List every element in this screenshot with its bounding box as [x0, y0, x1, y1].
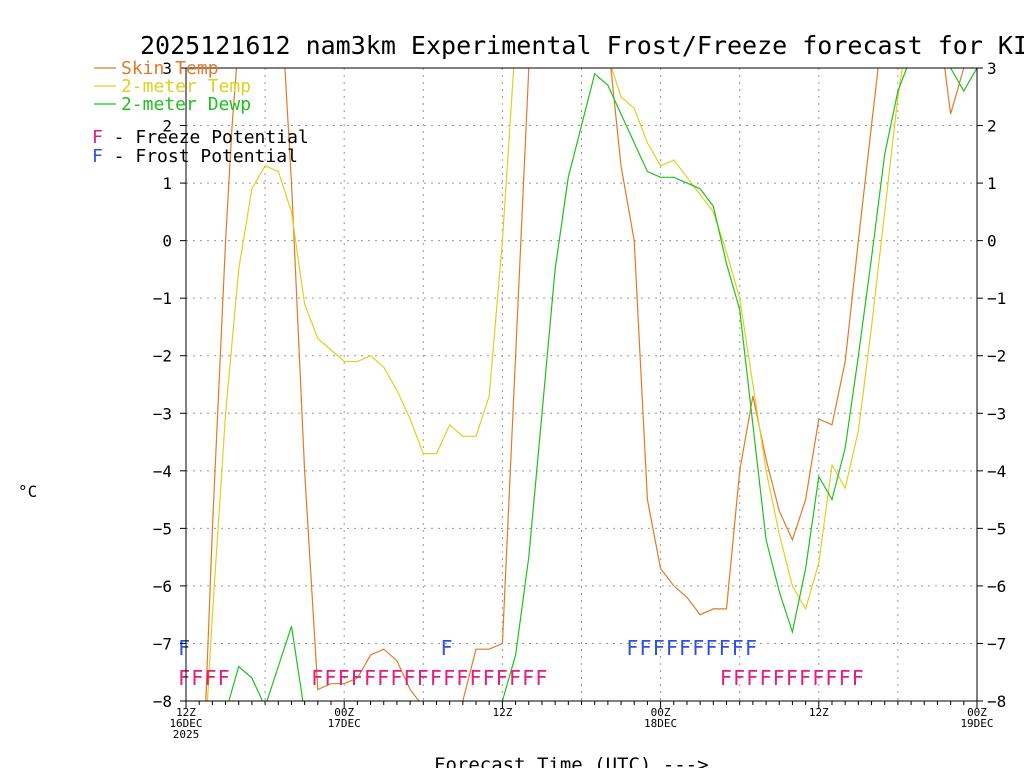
- freeze-flag: F: [839, 666, 851, 690]
- legend-label: Skin Temp: [121, 58, 219, 79]
- y-tick-label-left: 1: [162, 174, 172, 193]
- flag-legend-entry: F - Freeze Potential: [92, 127, 309, 148]
- x-tick-label: 12Z: [809, 706, 829, 719]
- freeze-flag: F: [746, 666, 758, 690]
- y-tick-label-left: 0: [162, 232, 172, 251]
- y-tick-label-left: −3: [153, 404, 172, 423]
- y-tick-label-left: −5: [153, 519, 172, 538]
- x-tick-label: 2025: [173, 728, 200, 741]
- x-tick-label: 17DEC: [328, 717, 361, 730]
- frost-flag: F: [653, 636, 665, 660]
- freeze-flag: F: [483, 666, 495, 690]
- freeze-flag: F: [430, 666, 442, 690]
- flag-legend-entry: F - Frost Potential: [92, 146, 298, 167]
- freeze-flag: F: [496, 666, 508, 690]
- series-line-2-meter-temp: [206, 68, 977, 701]
- series-lines: [205, 68, 977, 701]
- freeze-flag: F: [338, 666, 350, 690]
- frost-flag: F: [679, 636, 691, 660]
- x-tick-label: 18DEC: [644, 717, 677, 730]
- x-tick-label: 00Z: [967, 706, 987, 719]
- freeze-flag: F: [443, 666, 455, 690]
- freeze-flag: F: [759, 666, 771, 690]
- x-tick-label: 00Z: [651, 706, 671, 719]
- x-tick-label: 12Z: [492, 706, 512, 719]
- y-tick-label-left: 2: [162, 117, 172, 136]
- x-axis-label: Forecast Time (UTC) --->: [434, 754, 709, 768]
- frost-flag: F: [719, 636, 731, 660]
- freeze-flag: F: [204, 666, 216, 690]
- freeze-flag: F: [218, 666, 230, 690]
- freeze-flag: F: [773, 666, 785, 690]
- y-tick-label-right: −6: [987, 577, 1006, 596]
- y-tick-label-right: −4: [987, 462, 1006, 481]
- y-tick-label-right: −2: [987, 347, 1006, 366]
- freeze-flag: F: [324, 666, 336, 690]
- y-tick-label-left: −8: [153, 692, 172, 711]
- frost-flag: F: [626, 636, 638, 660]
- x-tick-label: 16DEC: [169, 717, 202, 730]
- freeze-flag: F: [733, 666, 745, 690]
- chart-title: 2025121612 nam3km Experimental Frost/Fre…: [140, 31, 1024, 60]
- y-tick-label-left: −6: [153, 577, 172, 596]
- series-line-skin-temp: [205, 68, 965, 701]
- legend-label: 2-meter Temp: [121, 76, 251, 97]
- frost-flag: F: [745, 636, 757, 660]
- y-tick-label-left: 3: [162, 59, 172, 78]
- y-tick-label-left: −1: [153, 289, 172, 308]
- y-tick-label-right: −7: [987, 634, 1006, 653]
- freeze-flag: F: [720, 666, 732, 690]
- frost-flag: F: [692, 636, 704, 660]
- freeze-flag: F: [404, 666, 416, 690]
- freeze-flag: F: [852, 666, 864, 690]
- y-tick-label-right: −5: [987, 519, 1006, 538]
- freeze-flag: F: [825, 666, 837, 690]
- frost-flag: F: [666, 636, 678, 660]
- freeze-flag: F: [799, 666, 811, 690]
- freeze-flag: F: [364, 666, 376, 690]
- frost-flag: F: [732, 636, 744, 660]
- potential-flags: F F F F F F F F F F F FF F F F F F F F F F F F F F F F F F F F F F F F F F F F…: [178, 636, 864, 690]
- axes: −8 −8 −7 −7 −6 −6 −5 −5 −4 −4 −3 −3 −2 −2 −1 −1 0 0 1 1 2 2 3 3…: [153, 59, 1007, 741]
- y-tick-label-right: −3: [987, 404, 1006, 423]
- y-tick-label-right: −1: [987, 289, 1006, 308]
- legend-label: 2-meter Dewp: [121, 94, 251, 115]
- y-tick-label-right: 2: [987, 117, 997, 136]
- y-tick-label-left: −2: [153, 347, 172, 366]
- x-tick-label: 00Z: [334, 706, 354, 719]
- freeze-flag: F: [812, 666, 824, 690]
- frost-flag: F: [178, 636, 190, 660]
- frost-flag: F: [640, 636, 652, 660]
- x-tick-label: 12Z: [176, 706, 196, 719]
- freeze-flag: F: [311, 666, 323, 690]
- freeze-flag: F: [456, 666, 468, 690]
- y-tick-label-left: −4: [153, 462, 172, 481]
- series-line-2-meter-dewp: [228, 68, 977, 701]
- y-axis-label: °C: [18, 482, 37, 501]
- freeze-flag: F: [390, 666, 402, 690]
- freeze-flag: F: [535, 666, 547, 690]
- freeze-flag: F: [786, 666, 798, 690]
- y-tick-label-right: 0: [987, 232, 997, 251]
- freeze-flag: F: [377, 666, 389, 690]
- frost-flag: F: [440, 636, 452, 660]
- x-tick-label: 19DEC: [960, 717, 993, 730]
- freeze-flag: F: [178, 666, 190, 690]
- y-tick-label-right: −8: [987, 692, 1006, 711]
- y-tick-label-left: −7: [153, 634, 172, 653]
- freeze-flag: F: [191, 666, 203, 690]
- freeze-flag: F: [509, 666, 521, 690]
- y-tick-label-right: 3: [987, 59, 997, 78]
- freeze-flag: F: [351, 666, 363, 690]
- freeze-flag: F: [522, 666, 534, 690]
- freeze-flag: F: [469, 666, 481, 690]
- freeze-flag: F: [417, 666, 429, 690]
- y-tick-label-right: 1: [987, 174, 997, 193]
- frost-flag: F: [705, 636, 717, 660]
